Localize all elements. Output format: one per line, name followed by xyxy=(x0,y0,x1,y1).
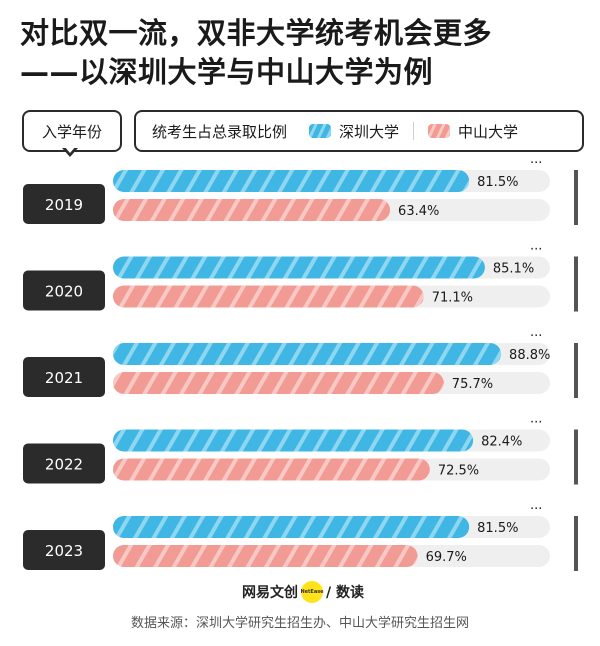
year-tick-label: 2022 xyxy=(45,456,83,474)
bar-shenzhen xyxy=(113,170,470,192)
bar-shenzhen xyxy=(113,516,470,538)
year-tag xyxy=(23,184,105,224)
year-tick-label: 2021 xyxy=(45,369,83,387)
group-dots: ··· xyxy=(530,502,542,517)
data-label: 71.1% xyxy=(432,291,473,306)
legend: 统考生占总录取比例 深圳大学 中山大学 xyxy=(134,110,584,152)
bar-shenzhen xyxy=(113,256,485,279)
legend-label-shenzhen: 深圳大学 xyxy=(339,122,400,141)
chart-title: 对比双一流，双非大学统考机会更多 ——以深圳大学与中山大学为例 xyxy=(20,14,590,92)
legend-swatch-blue-icon xyxy=(309,124,332,138)
group-bracket xyxy=(574,429,578,485)
legend-label-zhongshan: 中山大学 xyxy=(458,122,519,141)
data-label: 81.5% xyxy=(477,175,518,190)
group-dots: ··· xyxy=(530,329,542,344)
group-bracket xyxy=(574,516,578,571)
chart-header: 入学年份 统考生占总录取比例 深圳大学 中山大学 xyxy=(18,110,586,157)
year-tag xyxy=(23,443,105,484)
group-dots: ··· xyxy=(530,160,542,171)
data-source: 数据来源：深圳大学研究生招生办、中山大学研究生招生网 xyxy=(130,616,469,631)
bar-zhongshan xyxy=(113,372,444,394)
bar-zhongshan xyxy=(113,199,391,221)
legend-item-shenzhen: 深圳大学 xyxy=(309,121,399,142)
bar-zhongshan xyxy=(113,285,424,308)
metric-label: 统考生占总录取比例 xyxy=(152,122,288,141)
group-bracket xyxy=(574,256,578,312)
data-label: 85.1% xyxy=(493,262,534,277)
year-tag xyxy=(23,357,105,397)
chart-body: 2019 ··· 81.5% 63.4% 2020 ··· 85.1% 71.1% 2021 ··… xyxy=(23,160,578,571)
data-label: 81.5% xyxy=(477,521,518,536)
logo-badge-icon: NetEase xyxy=(300,581,324,603)
group-dots: ··· xyxy=(530,416,542,431)
legend-swatch-pink-icon xyxy=(428,124,451,138)
group-bracket xyxy=(574,170,578,225)
logo-text-left: 网易文创 xyxy=(242,585,298,601)
data-label: 88.8% xyxy=(509,348,550,363)
title-line-2: ——以深圳大学与中山大学为例 xyxy=(20,55,434,89)
year-tick-label: 2023 xyxy=(45,542,83,560)
data-label: 72.5% xyxy=(438,464,479,479)
bar-shenzhen xyxy=(113,343,502,365)
year-pointer-icon xyxy=(62,146,78,157)
year-axis-label: 入学年份 xyxy=(22,110,122,152)
year-tag xyxy=(23,270,105,311)
bar-chart: 2019 ··· 81.5% 63.4% 2020 ··· 85.1% 71.1% 2021 ··… xyxy=(23,160,578,571)
bar-zhongshan xyxy=(113,545,418,567)
data-label: 75.7% xyxy=(452,377,493,392)
brand-logo: 网易文创 NetEase / 数读 xyxy=(242,580,364,604)
data-label: 82.4% xyxy=(481,435,522,450)
bar-shenzhen xyxy=(113,429,474,452)
group-dots: ··· xyxy=(530,243,542,258)
year-tick-label: 2019 xyxy=(45,196,83,214)
group-bracket xyxy=(574,343,578,398)
bar-zhongshan xyxy=(113,458,430,481)
year-tag xyxy=(23,530,105,570)
data-label: 69.7% xyxy=(426,550,467,565)
data-label: 63.4% xyxy=(398,204,439,219)
title-line-1: 对比双一流，双非大学统考机会更多 xyxy=(20,16,493,50)
logo-text-right: / 数读 xyxy=(326,585,364,601)
year-tick-label: 2020 xyxy=(45,283,83,301)
legend-item-zhongshan: 中山大学 xyxy=(428,121,518,142)
legend-divider xyxy=(413,122,415,140)
